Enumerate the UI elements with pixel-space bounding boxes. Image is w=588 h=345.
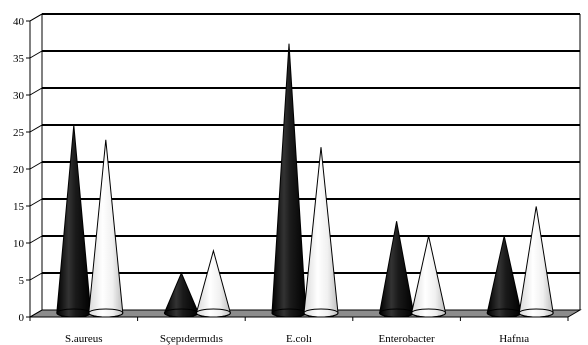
gridline-side <box>29 161 43 170</box>
y-tick-label: 10 <box>13 238 25 250</box>
cone-mark <box>195 248 231 318</box>
gridline-side <box>29 87 43 96</box>
gridline-side <box>29 50 43 59</box>
cone-base <box>411 308 447 318</box>
cone-base <box>88 308 124 318</box>
y-tick-label: 35 <box>13 53 25 65</box>
cone-mark <box>518 206 554 318</box>
y-tick-label: 15 <box>13 201 25 213</box>
y-tick-label: 5 <box>19 275 25 287</box>
axes <box>26 20 569 321</box>
x-category-label: E.colı <box>286 333 312 345</box>
x-category-label: Hafnıa <box>499 333 529 345</box>
cone-mark <box>56 124 92 318</box>
x-category-label: Enterobacter <box>379 333 436 345</box>
cone-mark <box>88 139 124 318</box>
labels: 0 5 10 15 20 25 30 35 40 S.aureus Sçepıdermıdıs E.c… <box>13 16 529 345</box>
gridline-side <box>29 198 43 207</box>
x-category-label: Sçepıdermıdıs <box>160 333 223 345</box>
cone-base <box>518 308 554 318</box>
y-tick-label: 25 <box>13 127 25 139</box>
gridline-side <box>29 13 43 22</box>
y-tick-label: 30 <box>13 90 25 102</box>
cone-mark <box>486 235 522 318</box>
gridline-side <box>29 124 43 133</box>
cone-mark <box>303 147 339 318</box>
y-tick-label: 40 <box>13 16 25 28</box>
cone-mark <box>411 235 447 318</box>
cone-mark <box>271 43 307 318</box>
gridline-side <box>29 272 43 281</box>
cone-base <box>195 308 231 318</box>
cones <box>56 43 554 318</box>
x-category-label: S.aureus <box>65 333 103 345</box>
y-tick-label: 20 <box>13 164 25 176</box>
cone-base <box>303 308 339 318</box>
y-tick-label: 0 <box>19 312 25 324</box>
gridline-side <box>29 309 43 318</box>
gridline-side <box>29 235 43 244</box>
